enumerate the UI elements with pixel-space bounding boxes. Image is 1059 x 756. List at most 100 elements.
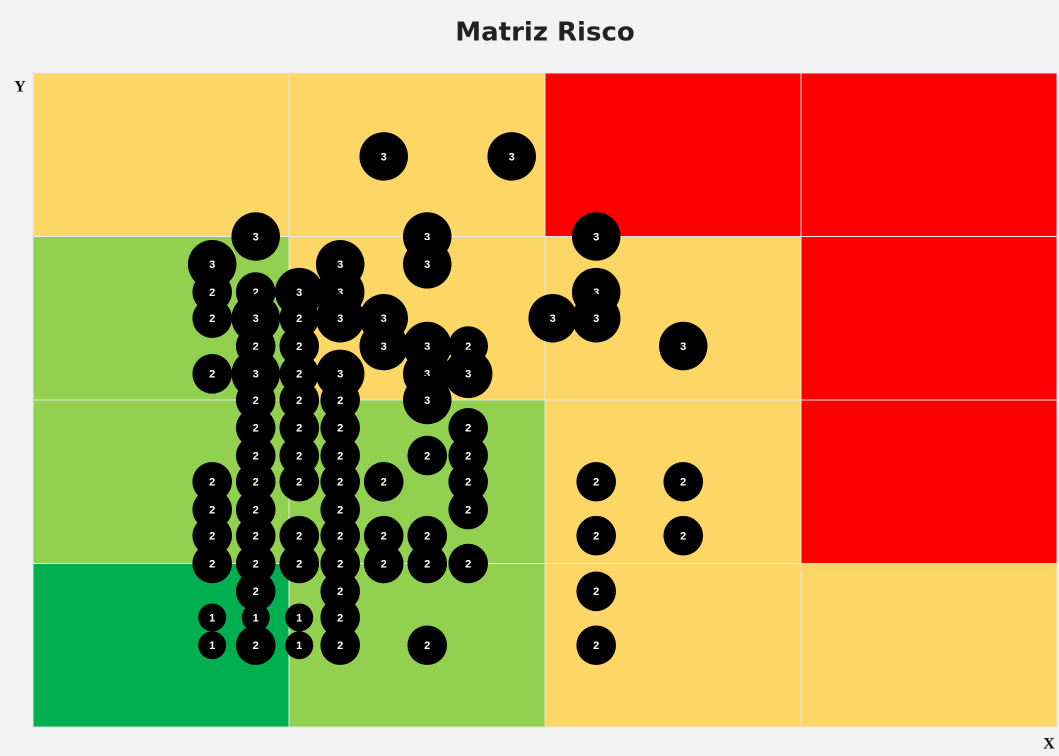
bubble	[198, 631, 227, 660]
bubble-label: 2	[209, 313, 215, 325]
bubble-label: 2	[253, 450, 259, 462]
bubble-label: 2	[209, 558, 215, 570]
bubble-label: 2	[253, 640, 259, 652]
bubble-label: 2	[424, 558, 430, 570]
bubble	[279, 326, 320, 366]
bubble-label: 2	[253, 558, 259, 570]
bubble-label: 3	[381, 341, 387, 353]
y-axis-label: Y	[14, 79, 26, 96]
bubble	[320, 625, 360, 666]
bubble	[235, 543, 276, 584]
bubble	[231, 212, 280, 261]
bubble	[279, 461, 320, 502]
bubble-label: 3	[337, 313, 343, 325]
bubble-label: 3	[337, 259, 343, 271]
bubble-label: 3	[593, 287, 599, 299]
bubble-label: 2	[465, 450, 471, 462]
bubble	[571, 294, 621, 343]
bubble	[448, 461, 488, 502]
bubble-label: 2	[593, 531, 599, 543]
bubble-label: 2	[209, 531, 215, 543]
bubble-label: 1	[296, 612, 302, 624]
bubble	[231, 294, 280, 343]
bubble-label: 2	[296, 369, 302, 381]
bubble-label: 2	[337, 450, 343, 462]
bubble	[443, 349, 493, 399]
bubble-label: 3	[337, 369, 343, 381]
bubble	[663, 515, 704, 556]
bubble	[363, 543, 404, 584]
bubble	[187, 240, 237, 289]
bubble-label: 2	[296, 450, 302, 462]
bubble	[279, 298, 320, 339]
bubble-label: 2	[593, 477, 599, 489]
bubble-label: 2	[209, 369, 215, 381]
bubble	[528, 294, 577, 343]
bubble-label: 2	[337, 395, 343, 407]
bubble	[192, 515, 232, 556]
bubble	[192, 461, 232, 502]
bubble-label: 2	[296, 558, 302, 570]
matrix-cell	[800, 72, 1058, 237]
bubble-label: 2	[593, 586, 599, 598]
bubble	[192, 354, 232, 394]
bubble	[407, 435, 448, 476]
bubble-label: 2	[593, 640, 599, 652]
bubble-label: 2	[381, 477, 387, 489]
bubble-label: 3	[337, 287, 343, 299]
bubble	[663, 461, 704, 502]
bubble	[407, 625, 448, 666]
bubble	[320, 407, 360, 448]
bubble-label: 3	[381, 151, 387, 163]
bubble	[279, 515, 320, 556]
bubble	[192, 298, 232, 339]
bubble-label: 2	[296, 395, 302, 407]
bubble-label: 3	[593, 231, 599, 243]
bubble-label: 2	[424, 531, 430, 543]
bubble-label: 3	[593, 313, 599, 325]
bubble-label: 2	[296, 341, 302, 353]
bubble-label: 2	[296, 531, 302, 543]
bubble-label: 3	[680, 341, 686, 353]
bubble-label: 2	[337, 586, 343, 598]
bubble-label: 2	[337, 477, 343, 489]
bubble-label: 2	[253, 423, 259, 435]
bubble	[363, 515, 404, 556]
bubble	[198, 603, 227, 632]
bubble-label: 3	[296, 287, 302, 299]
bubble	[235, 461, 276, 502]
bubble-label: 3	[509, 151, 515, 163]
bubble-label: 2	[337, 504, 343, 516]
bubble-label: 2	[253, 477, 259, 489]
matrix-cell	[800, 399, 1058, 564]
bubble-label: 2	[337, 640, 343, 652]
bubble-label: 1	[296, 640, 302, 652]
bubble-label: 3	[253, 231, 259, 243]
bubble-label: 2	[253, 586, 259, 598]
bubble	[402, 375, 452, 425]
bubble-label: 3	[253, 369, 259, 381]
bubble	[235, 407, 276, 448]
bubble-label: 2	[296, 477, 302, 489]
bubble	[285, 631, 314, 660]
bubble	[576, 461, 616, 502]
bubble-label: 3	[209, 259, 215, 271]
bubble-label: 2	[296, 313, 302, 325]
bubble	[241, 603, 270, 632]
bubble	[320, 380, 360, 420]
matrix-cell	[800, 563, 1058, 728]
x-axis-label: X	[1043, 736, 1055, 753]
matrix-cell	[800, 236, 1058, 401]
bubble-label: 2	[465, 423, 471, 435]
bubble	[448, 489, 488, 530]
bubble-label: 2	[337, 531, 343, 543]
matrix-cell	[544, 72, 802, 237]
bubble	[576, 571, 616, 612]
bubble	[407, 543, 448, 584]
bubble-label: 2	[253, 531, 259, 543]
bubble-label: 2	[381, 558, 387, 570]
bubble	[658, 321, 708, 371]
bubble-label: 2	[381, 531, 387, 543]
bubble	[279, 407, 320, 448]
